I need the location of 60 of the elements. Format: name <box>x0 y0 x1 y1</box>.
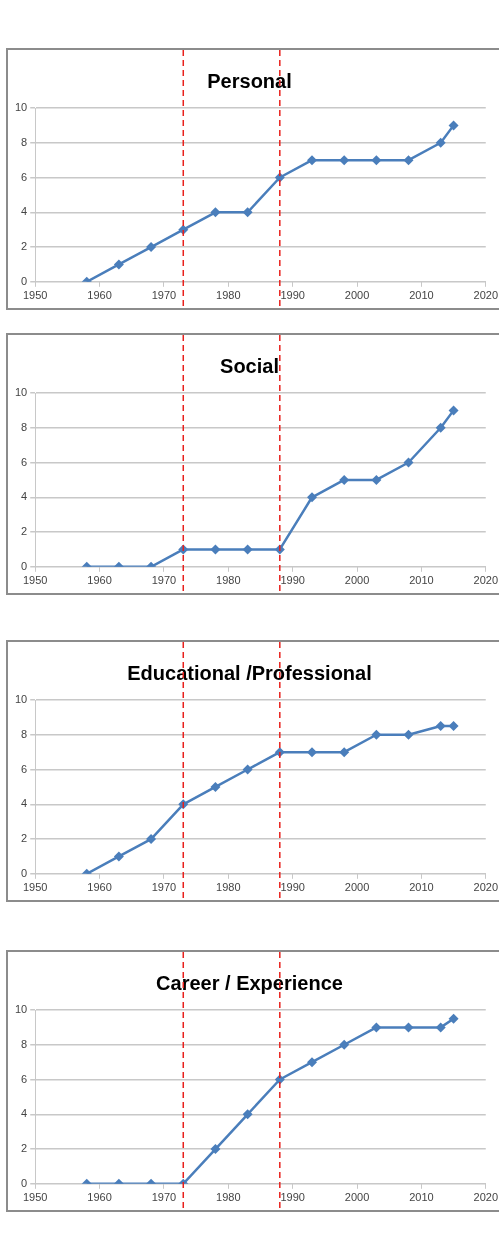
x-tick-label: 2010 <box>409 574 434 587</box>
x-tick-label: 1960 <box>87 1191 112 1204</box>
y-tick-label: 4 <box>21 1107 28 1120</box>
x-tick-label: 2020 <box>473 574 499 587</box>
y-tick-label: 2 <box>21 525 28 538</box>
x-tick-label: 1970 <box>151 289 177 302</box>
x-tick-label: 1960 <box>87 289 112 302</box>
chart-title: Personal <box>207 69 292 92</box>
x-tick-label: 1960 <box>87 881 112 894</box>
x-tick-label: 1990 <box>280 881 305 894</box>
y-tick-label: 2 <box>21 832 28 845</box>
y-tick-label: 0 <box>21 866 28 879</box>
y-tick-label: 6 <box>21 762 28 775</box>
chart-title: Educational /Professional <box>127 661 372 684</box>
x-tick-label: 2020 <box>473 881 499 894</box>
y-tick-label: 0 <box>21 274 28 287</box>
x-tick-label: 2010 <box>409 289 434 302</box>
y-tick-label: 2 <box>21 1142 28 1155</box>
x-tick-label: 1950 <box>22 1191 48 1204</box>
x-tick-label: 1950 <box>22 881 48 894</box>
y-tick-label: 2 <box>21 240 28 253</box>
y-tick-label: 8 <box>21 420 28 433</box>
y-tick-label: 4 <box>21 205 28 218</box>
y-tick-label: 6 <box>21 455 28 468</box>
x-tick-label: 2010 <box>409 881 434 894</box>
y-tick-label: 4 <box>21 797 28 810</box>
x-tick-label: 2020 <box>473 1191 499 1204</box>
y-tick-label: 0 <box>21 559 28 572</box>
x-tick-label: 2000 <box>344 1191 370 1204</box>
x-tick-label: 2000 <box>344 881 370 894</box>
x-tick-label: 2020 <box>473 289 499 302</box>
y-tick-label: 0 <box>21 1176 28 1189</box>
y-tick-label: 10 <box>14 386 28 399</box>
x-tick-label: 2010 <box>409 1191 434 1204</box>
x-tick-label: 1990 <box>280 574 305 587</box>
y-tick-label: 4 <box>21 490 28 503</box>
x-tick-label: 2000 <box>344 574 370 587</box>
x-tick-label: 1970 <box>151 1191 177 1204</box>
chart-title: Social <box>220 354 279 377</box>
y-tick-label: 10 <box>14 693 28 706</box>
x-tick-label: 1980 <box>216 574 241 587</box>
x-tick-label: 1960 <box>87 574 112 587</box>
x-tick-label: 2000 <box>344 289 370 302</box>
x-tick-label: 1970 <box>151 881 177 894</box>
x-tick-label: 1950 <box>22 574 48 587</box>
y-tick-label: 8 <box>21 1037 28 1050</box>
x-tick-label: 1990 <box>280 1191 305 1204</box>
y-tick-label: 10 <box>14 1003 28 1016</box>
chart-title: Career / Experience <box>156 971 343 994</box>
y-tick-label: 6 <box>21 1072 28 1085</box>
y-tick-label: 8 <box>21 727 28 740</box>
x-tick-label: 1980 <box>216 881 241 894</box>
y-tick-label: 6 <box>21 170 28 183</box>
y-tick-label: 8 <box>21 135 28 148</box>
x-tick-label: 1950 <box>22 289 48 302</box>
x-tick-label: 1990 <box>280 289 305 302</box>
x-tick-label: 1980 <box>216 289 241 302</box>
y-tick-label: 10 <box>14 101 28 114</box>
x-tick-label: 1970 <box>151 574 177 587</box>
x-tick-label: 1980 <box>216 1191 241 1204</box>
